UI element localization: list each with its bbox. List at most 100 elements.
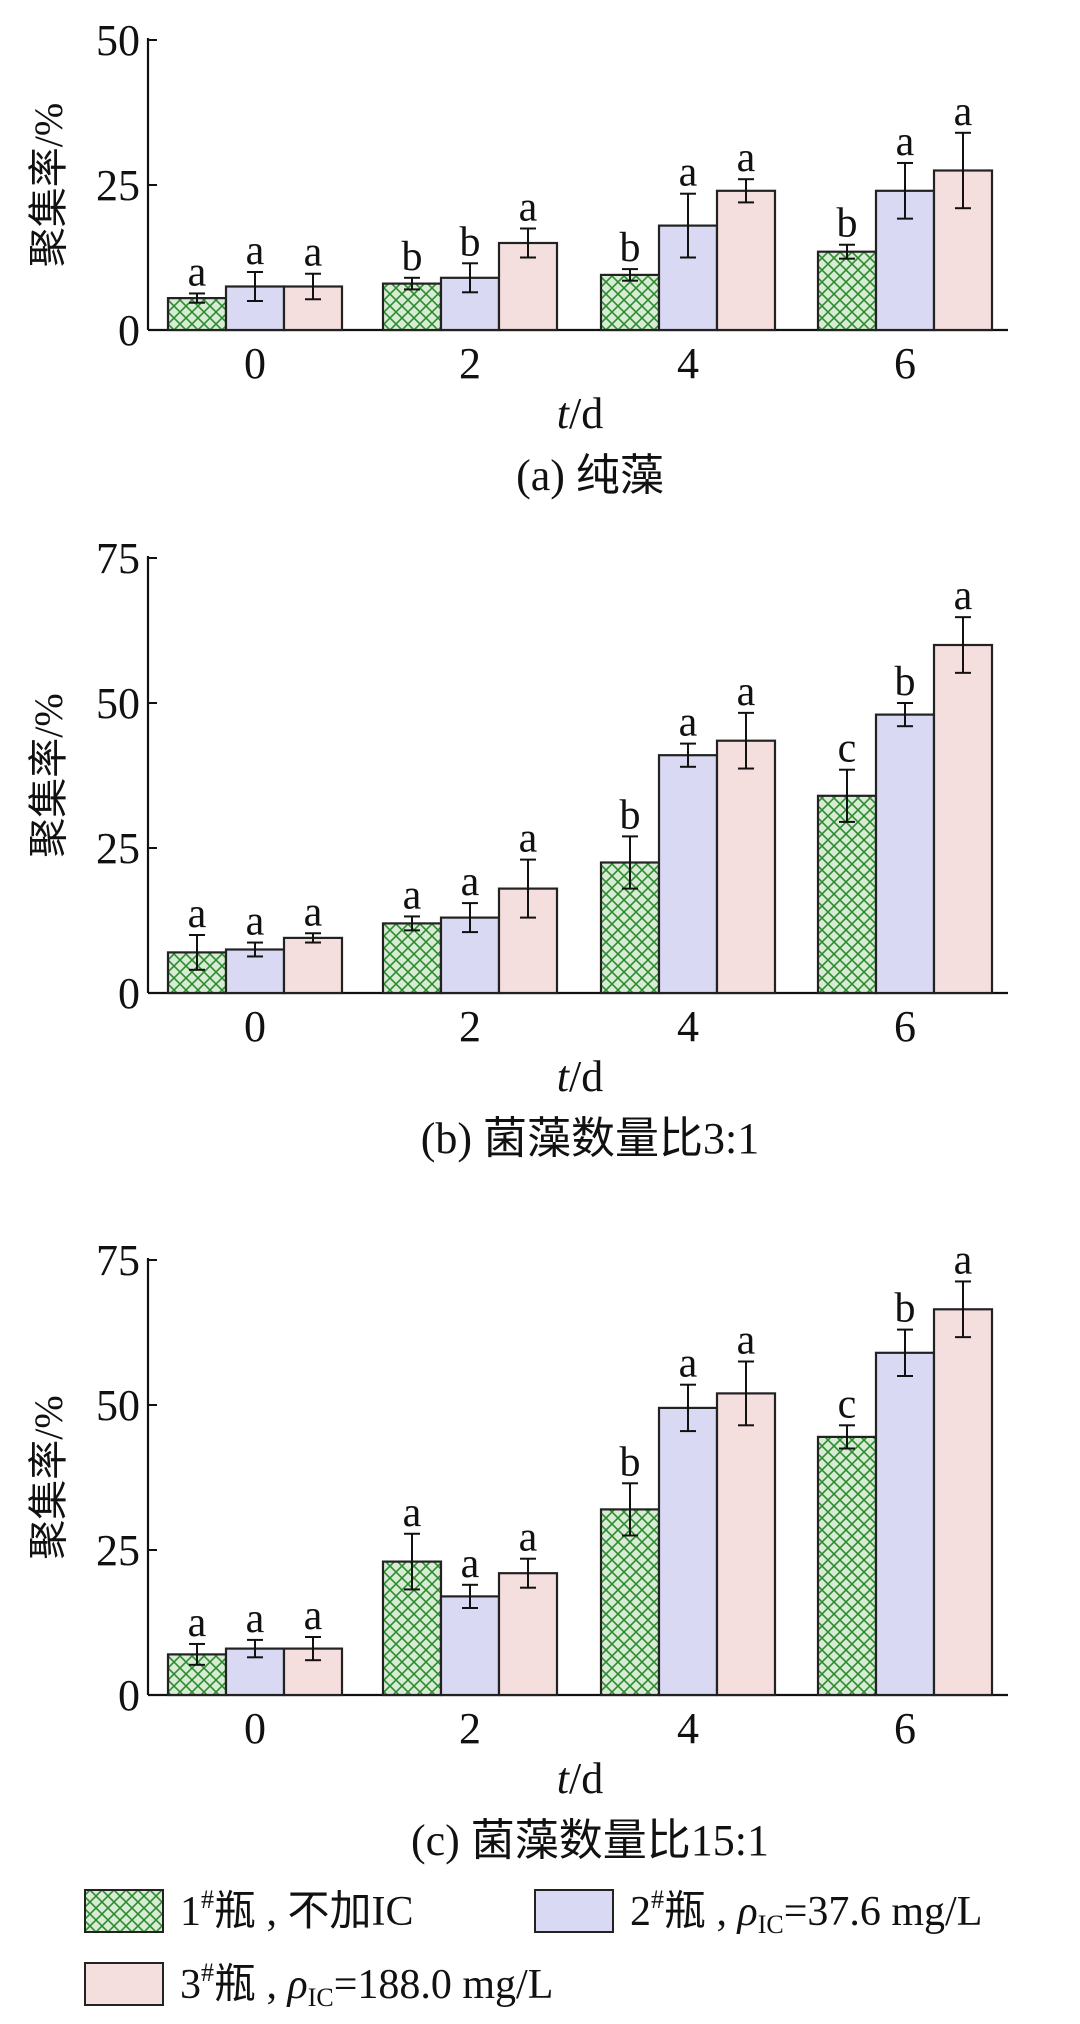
y-axis-label: 聚集率/% bbox=[26, 693, 71, 857]
y-tick-label: 25 bbox=[96, 824, 140, 873]
significance-letter: b bbox=[460, 219, 481, 265]
x-tick-label: 0 bbox=[244, 1002, 266, 1051]
x-tick-label: 0 bbox=[244, 339, 266, 388]
bar bbox=[657, 754, 719, 995]
significance-letter: b bbox=[402, 234, 423, 280]
y-tick-label: 75 bbox=[96, 534, 140, 583]
y-tick-label: 50 bbox=[96, 1381, 140, 1430]
x-tick-label: 6 bbox=[894, 1002, 916, 1051]
x-axis-label: t/d bbox=[557, 1754, 603, 1803]
bar bbox=[497, 887, 559, 995]
bar bbox=[282, 936, 344, 995]
significance-letter: a bbox=[737, 669, 756, 715]
panel-caption: (a) 纯藻 bbox=[516, 451, 664, 500]
significance-letter: a bbox=[188, 249, 207, 295]
bar bbox=[599, 273, 661, 332]
x-tick-label: 4 bbox=[677, 339, 699, 388]
y-tick-label: 25 bbox=[96, 1526, 140, 1575]
significance-letter: a bbox=[679, 700, 698, 746]
bar bbox=[657, 1406, 719, 1697]
y-tick-label: 0 bbox=[118, 969, 140, 1018]
bar bbox=[599, 1508, 661, 1697]
bar bbox=[816, 250, 878, 332]
significance-letter: a bbox=[954, 573, 973, 619]
x-tick-label: 4 bbox=[677, 1002, 699, 1051]
significance-letter: a bbox=[188, 1600, 207, 1646]
significance-letter: a bbox=[246, 228, 265, 274]
significance-letter: a bbox=[246, 1596, 265, 1642]
bar bbox=[381, 922, 443, 995]
bar bbox=[715, 189, 777, 332]
x-tick-label: 2 bbox=[459, 1002, 481, 1051]
legend-label-1: 1#瓶 , 不加IC bbox=[180, 1885, 414, 1935]
significance-letter: c bbox=[838, 726, 857, 772]
x-tick-label: 0 bbox=[244, 1704, 266, 1753]
x-axis-label: t/d bbox=[557, 1052, 603, 1101]
y-tick-label: 25 bbox=[96, 161, 140, 210]
significance-letter: a bbox=[461, 859, 480, 905]
significance-letter: a bbox=[737, 135, 756, 181]
panel-caption: (c) 菌藻数量比15:1 bbox=[411, 1816, 769, 1865]
y-axis-label: 聚集率/% bbox=[26, 103, 71, 267]
significance-letter: a bbox=[403, 1490, 422, 1536]
legend-item-2: 2#瓶 , ρIC=37.6 mg/L bbox=[534, 1885, 982, 1939]
legend-swatch-3 bbox=[84, 1962, 164, 2006]
legend-item-1: 1#瓶 , 不加IC bbox=[84, 1885, 414, 1935]
significance-letter: a bbox=[896, 119, 915, 165]
significance-letter: b bbox=[620, 1439, 641, 1485]
significance-letter: a bbox=[954, 1237, 973, 1283]
x-tick-label: 2 bbox=[459, 1704, 481, 1753]
significance-letter: a bbox=[679, 150, 698, 196]
significance-letter: a bbox=[246, 899, 265, 945]
x-tick-label: 2 bbox=[459, 339, 481, 388]
significance-letter: a bbox=[403, 872, 422, 918]
significance-letter: b bbox=[895, 659, 916, 705]
y-tick-label: 0 bbox=[118, 1671, 140, 1720]
x-axis-label: t/d bbox=[557, 389, 603, 438]
bar bbox=[816, 794, 878, 995]
bar bbox=[497, 1572, 559, 1697]
bar bbox=[715, 739, 777, 995]
legend-swatch-1 bbox=[84, 1889, 164, 1933]
significance-letter: a bbox=[519, 185, 538, 231]
bar bbox=[932, 643, 994, 995]
significance-letter: b bbox=[620, 792, 641, 838]
legend-item-3: 3#瓶 , ρIC=188.0 mg/L bbox=[84, 1958, 553, 2012]
y-tick-label: 50 bbox=[96, 679, 140, 728]
y-tick-label: 75 bbox=[96, 1236, 140, 1285]
x-tick-label: 6 bbox=[894, 1704, 916, 1753]
y-axis-label: 聚集率/% bbox=[26, 1395, 71, 1559]
significance-letter: a bbox=[737, 1318, 756, 1364]
y-tick-label: 50 bbox=[96, 16, 140, 65]
bar bbox=[439, 1595, 501, 1697]
significance-letter: c bbox=[838, 1381, 857, 1427]
bar bbox=[874, 1351, 936, 1697]
legend-label-3: 3#瓶 , ρIC=188.0 mg/L bbox=[180, 1958, 553, 2012]
significance-letter: b bbox=[837, 201, 858, 247]
significance-letter: a bbox=[461, 1541, 480, 1587]
significance-letter: a bbox=[519, 816, 538, 862]
significance-letter: b bbox=[620, 225, 641, 271]
x-tick-label: 6 bbox=[894, 339, 916, 388]
significance-letter: a bbox=[519, 1515, 538, 1561]
bar bbox=[381, 282, 443, 332]
y-tick-label: 0 bbox=[118, 306, 140, 355]
significance-letter: a bbox=[954, 89, 973, 135]
bar bbox=[874, 713, 936, 995]
legend-swatch-2 bbox=[534, 1889, 614, 1933]
significance-letter: a bbox=[679, 1341, 698, 1387]
legend: 1#瓶 , 不加IC 2#瓶 , ρIC=37.6 mg/L 3#瓶 , ρIC… bbox=[84, 1885, 982, 2012]
x-tick-label: 4 bbox=[677, 1704, 699, 1753]
significance-letter: a bbox=[304, 230, 323, 276]
bar bbox=[816, 1435, 878, 1697]
bar bbox=[932, 1308, 994, 1697]
significance-letter: a bbox=[188, 891, 207, 937]
significance-letter: a bbox=[304, 1593, 323, 1639]
significance-letter: b bbox=[895, 1286, 916, 1332]
legend-label-2: 2#瓶 , ρIC=37.6 mg/L bbox=[630, 1885, 982, 1939]
bar bbox=[715, 1392, 777, 1697]
